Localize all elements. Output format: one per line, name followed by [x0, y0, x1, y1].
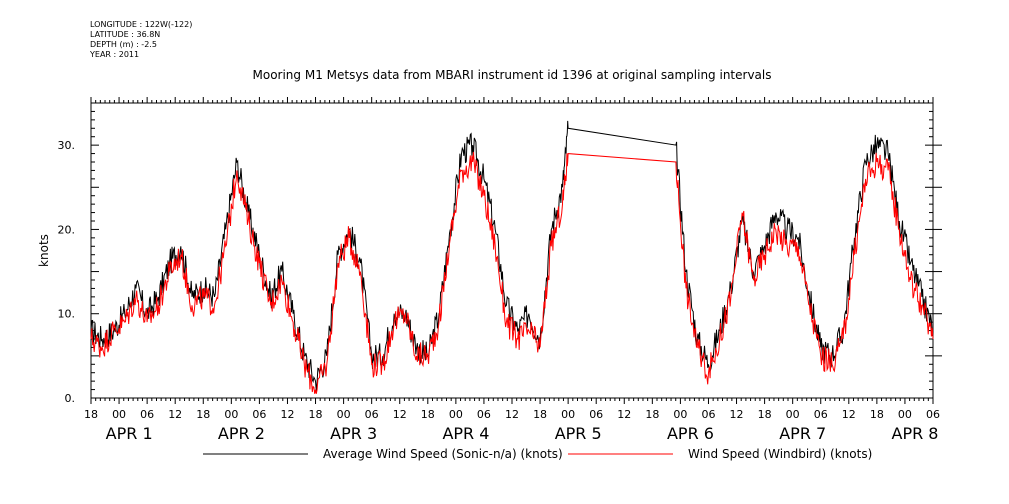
x-day-tick-label: APR 8	[892, 424, 939, 443]
x-hour-tick-label: 18	[758, 408, 772, 421]
x-hour-tick-label: 18	[309, 408, 323, 421]
x-hour-tick-label: 12	[393, 408, 407, 421]
x-hour-tick-label: 12	[168, 408, 182, 421]
x-hour-tick-label: 12	[280, 408, 294, 421]
y-tick-label: 0.	[65, 392, 76, 405]
legend: Average Wind Speed (Sonic-n/a) (knots) W…	[203, 447, 872, 461]
x-hour-tick-label: 12	[505, 408, 519, 421]
x-hour-tick-label: 18	[645, 408, 659, 421]
chart-title: Mooring M1 Metsys data from MBARI instru…	[252, 68, 772, 82]
x-hour-tick-label: 06	[477, 408, 491, 421]
series-line-0	[90, 120, 934, 391]
series-line-1	[90, 151, 934, 394]
x-day-tick-label: APR 4	[442, 424, 489, 443]
x-hour-tick-label: 12	[842, 408, 856, 421]
x-hour-tick-label: 18	[196, 408, 210, 421]
x-hour-tick-label: 06	[252, 408, 266, 421]
x-day-tick-label: APR 1	[106, 424, 153, 443]
plot-frame	[90, 102, 934, 399]
x-hour-tick-label: 00	[337, 408, 351, 421]
legend-label-windbird: Wind Speed (Windbird) (knots)	[688, 447, 872, 461]
x-hour-tick-label: 00	[112, 408, 126, 421]
x-hour-tick-label: 06	[926, 408, 940, 421]
y-tick-label: 20.	[58, 223, 76, 236]
depth-label: DEPTH (m) : -2.5	[90, 40, 157, 49]
axes-layer: 18 00 06 12 18 00 06 12 18 00 06 12 18 00 06 12 18 00 06 12…	[37, 97, 942, 443]
x-day-tick-label: APR 5	[555, 424, 602, 443]
y-tick-label: 30.	[58, 139, 76, 152]
x-day-tick-label: APR 3	[330, 424, 377, 443]
x-hour-tick-label: 00	[449, 408, 463, 421]
metadata-block: LONGITUDE : 122W(-122) LATITUDE : 36.8N …	[90, 20, 192, 60]
x-hour-tick-label: 18	[533, 408, 547, 421]
x-hour-tick-label: 00	[224, 408, 238, 421]
x-hour-tick-label: 18	[421, 408, 435, 421]
x-hour-tick-label: 06	[365, 408, 379, 421]
x-hour-tick-label: 06	[701, 408, 715, 421]
x-hour-tick-label: 18	[84, 408, 98, 421]
series-layer	[90, 120, 934, 394]
x-day-tick-label: APR 6	[667, 424, 714, 443]
x-hour-tick-label: 12	[730, 408, 744, 421]
latitude-label: LATITUDE : 36.8N	[90, 30, 161, 39]
y-tick-label: 10.	[58, 308, 76, 321]
x-hour-tick-label: 06	[814, 408, 828, 421]
x-hour-tick-label: 18	[870, 408, 884, 421]
x-hour-tick-label: 06	[589, 408, 603, 421]
legend-label-sonic: Average Wind Speed (Sonic-n/a) (knots)	[323, 447, 563, 461]
x-day-tick-label: APR 7	[779, 424, 826, 443]
longitude-label: LONGITUDE : 122W(-122)	[90, 20, 193, 29]
year-label: YEAR : 2011	[90, 50, 140, 59]
x-hour-tick-label: 00	[898, 408, 912, 421]
x-hour-tick-label: 00	[786, 408, 800, 421]
x-hour-tick-label: 00	[561, 408, 575, 421]
x-day-tick-label: APR 2	[218, 424, 265, 443]
x-hour-tick-label: 12	[617, 408, 631, 421]
x-hour-tick-label: 06	[140, 408, 154, 421]
y-axis-label: knots	[37, 234, 51, 267]
x-hour-tick-label: 00	[673, 408, 687, 421]
